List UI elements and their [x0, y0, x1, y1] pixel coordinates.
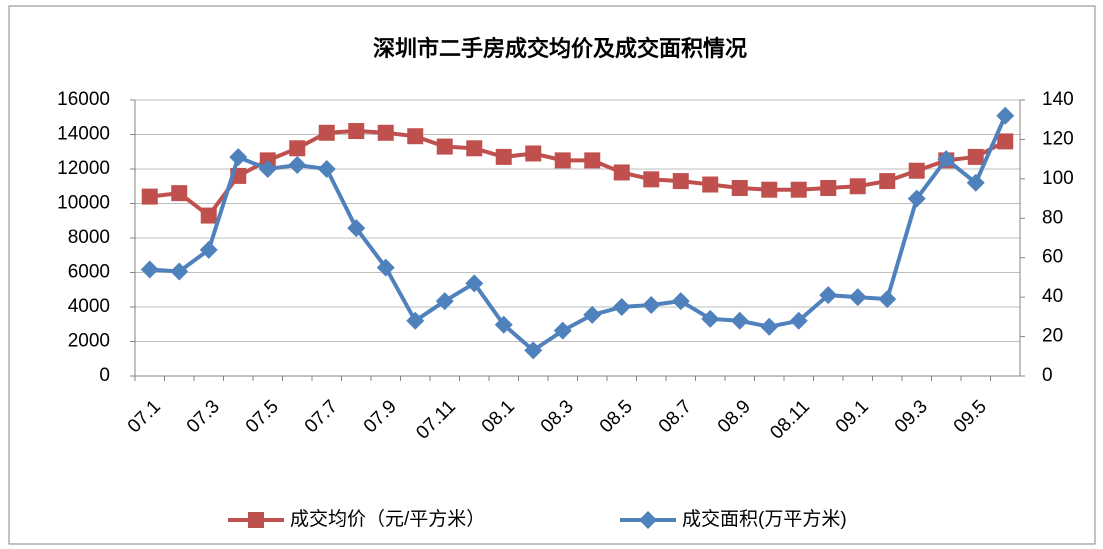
- data-point: [613, 164, 630, 181]
- data-point: [789, 311, 808, 330]
- data-point: [643, 171, 660, 188]
- data-point: [612, 298, 631, 316]
- series: [140, 106, 1015, 360]
- y-tick-label: 16000: [57, 89, 110, 110]
- data-point: [848, 288, 867, 307]
- data-point: [820, 179, 837, 196]
- data-point: [702, 176, 719, 193]
- data-point: [996, 106, 1015, 125]
- data-point: [436, 138, 453, 155]
- data-point: [760, 317, 779, 336]
- data-point: [966, 173, 985, 192]
- y2-tick-label: 0: [1042, 365, 1053, 386]
- data-point: [967, 148, 984, 165]
- series: [141, 123, 1014, 224]
- data-point: [494, 315, 513, 334]
- y2-tick-label: 100: [1042, 168, 1074, 189]
- y-tick-label: 12000: [57, 158, 110, 179]
- y-tick-label: 4000: [68, 296, 110, 317]
- data-point: [348, 123, 365, 140]
- data-point: [879, 173, 896, 190]
- data-point: [819, 286, 838, 305]
- legend-label: 成交面积(万平方米): [682, 508, 847, 530]
- data-point: [997, 133, 1014, 150]
- y2-tick-label: 120: [1042, 128, 1074, 149]
- data-point: [878, 290, 897, 309]
- data-point: [790, 181, 807, 198]
- data-point: [258, 160, 277, 178]
- data-point: [318, 124, 335, 141]
- data-point: [761, 181, 778, 198]
- y-tick-label: 14000: [57, 124, 110, 145]
- data-point: [229, 148, 248, 167]
- data-point: [701, 309, 720, 328]
- data-point: [642, 296, 661, 315]
- data-point: [317, 160, 336, 178]
- data-point: [288, 156, 307, 175]
- data-point: [465, 274, 484, 293]
- data-point: [171, 185, 188, 202]
- y2-tick-label: 140: [1042, 89, 1074, 110]
- y-tick-label: 0: [99, 365, 110, 386]
- legend-marker: [639, 511, 657, 529]
- chart-title: 深圳市二手房成交均价及成交面积情况: [373, 36, 747, 61]
- data-point: [140, 260, 159, 279]
- data-point: [466, 140, 483, 157]
- legend-marker: [248, 512, 264, 528]
- y2-tick-label: 40: [1042, 286, 1063, 307]
- data-point: [200, 207, 217, 224]
- data-point: [376, 258, 395, 277]
- data-point: [908, 162, 925, 179]
- chart-frame: [8, 5, 1096, 545]
- data-point: [141, 188, 158, 205]
- y-tick-label: 6000: [68, 262, 110, 283]
- y-tick-label: 10000: [57, 193, 110, 214]
- data-point: [553, 321, 572, 340]
- data-point: [524, 341, 543, 360]
- data-point: [170, 262, 189, 281]
- y2-tick-label: 20: [1042, 326, 1063, 347]
- data-point: [907, 189, 926, 208]
- data-point: [554, 152, 571, 169]
- data-point: [671, 292, 690, 311]
- data-point: [199, 240, 218, 259]
- y-tick-label: 2000: [68, 331, 110, 352]
- y2-tick-label: 60: [1042, 247, 1063, 268]
- data-point: [406, 311, 425, 330]
- data-point: [525, 145, 542, 162]
- data-point: [731, 179, 748, 196]
- data-point: [672, 173, 689, 190]
- data-point: [407, 128, 424, 145]
- data-point: [583, 305, 602, 324]
- data-point: [377, 124, 394, 141]
- data-point: [495, 148, 512, 165]
- data-point: [937, 150, 956, 169]
- data-point: [347, 219, 366, 238]
- y2-tick-label: 80: [1042, 207, 1063, 228]
- data-point: [289, 140, 306, 157]
- y-tick-label: 8000: [68, 227, 110, 248]
- data-point: [849, 178, 866, 195]
- data-point: [730, 311, 749, 330]
- data-point: [584, 152, 601, 169]
- data-point: [435, 292, 454, 311]
- legend-label: 成交均价（元/平方米）: [290, 508, 485, 530]
